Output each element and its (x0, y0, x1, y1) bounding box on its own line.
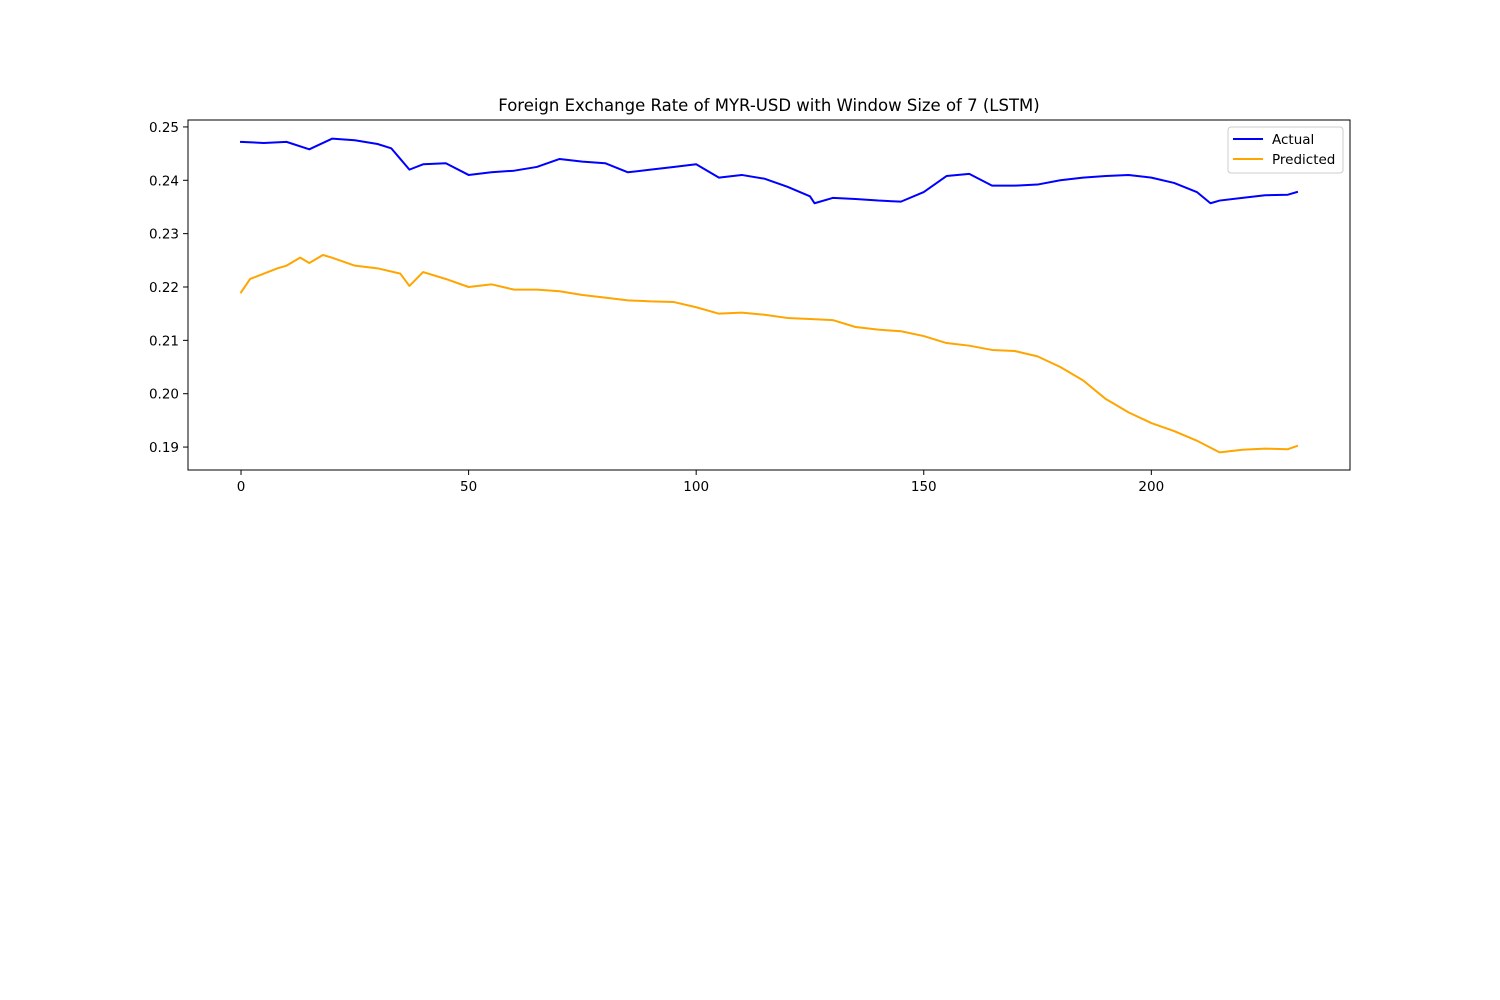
y-tick-label: 0.23 (149, 227, 179, 243)
x-tick-label: 0 (237, 479, 246, 495)
x-axis: 0 50 100 150 200 (237, 470, 1164, 495)
y-tick-label: 0.19 (149, 440, 179, 456)
y-tick-label: 0.20 (149, 387, 179, 403)
legend: Actual Predicted (1227, 126, 1344, 174)
chart-title: Foreign Exchange Rate of MYR-USD with Wi… (498, 96, 1039, 115)
y-tick-label: 0.22 (149, 280, 179, 296)
series-line-predicted (239, 253, 1299, 454)
series-line-actual (239, 137, 1299, 205)
legend-label-actual: Actual (1272, 132, 1314, 148)
legend-label-predicted: Predicted (1272, 152, 1335, 168)
y-tick-label: 0.21 (149, 333, 179, 349)
plot-area (188, 120, 1350, 470)
y-axis: 0.19 0.20 0.21 0.22 0.23 0.24 0.25 (149, 120, 188, 456)
plot-frame (187, 119, 1351, 471)
x-tick-label: 100 (683, 479, 709, 495)
y-tick-label: 0.25 (149, 120, 179, 136)
series-layer (239, 137, 1299, 454)
x-tick-label: 50 (460, 479, 477, 495)
x-tick-label: 200 (1138, 479, 1164, 495)
x-tick-label: 150 (911, 479, 937, 495)
y-tick-label: 0.24 (149, 173, 179, 189)
